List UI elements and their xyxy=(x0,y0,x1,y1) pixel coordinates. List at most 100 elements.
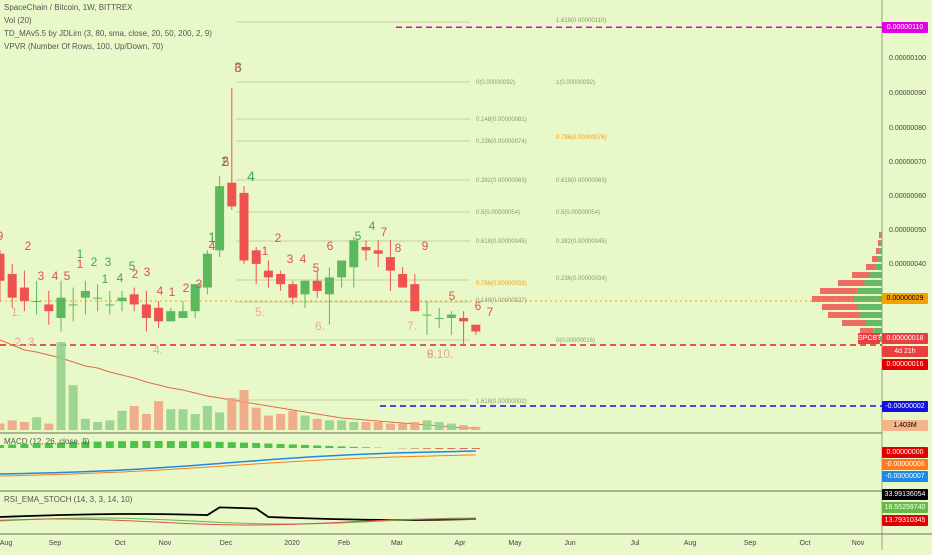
candle-body xyxy=(386,257,395,271)
td-count-down: 3 xyxy=(287,252,294,266)
candle-body xyxy=(447,315,456,318)
macd-histogram-bar xyxy=(435,448,443,449)
vpvr-bar-up xyxy=(878,256,882,262)
td-faded-count: 2. 3. xyxy=(14,335,37,349)
volume-bar xyxy=(8,420,17,430)
candle-body xyxy=(130,294,139,304)
volume-tag: 1.403M xyxy=(882,420,928,431)
volume-bar xyxy=(118,411,127,430)
vpvr-legend[interactable]: VPVR (Number Of Rows, 100, Up/Down, 70) xyxy=(4,42,163,51)
vpvr-bar-down xyxy=(866,264,876,270)
td-count-down: 8 xyxy=(395,241,402,255)
td-count-down: 2 xyxy=(25,239,32,253)
td-count-down: 9 xyxy=(0,229,4,243)
vpvr-bar-down xyxy=(872,256,878,262)
rsi-legend[interactable]: RSI_EMA_STOCH (14, 3, 3, 14, 10) xyxy=(4,495,132,504)
vol-legend[interactable]: Vol (20) xyxy=(4,16,32,25)
candle-body xyxy=(362,247,371,250)
macd-histogram-bar xyxy=(277,444,285,448)
macd-histogram-bar xyxy=(142,441,150,448)
magenta-level-tag: 0.00000110 xyxy=(882,22,928,33)
macd-histogram-bar xyxy=(155,441,163,448)
rsi-tag-2: 16.55259740 xyxy=(882,502,928,513)
vpvr-bar-down xyxy=(879,232,881,238)
symbol-legend[interactable]: SpaceChain / Bitcoin, 1W, BITTREX xyxy=(4,3,133,12)
volume-bar xyxy=(325,420,334,430)
vpvr-bar-down xyxy=(878,240,880,246)
td-count-down: 3 xyxy=(196,277,203,291)
volume-bar xyxy=(130,406,139,430)
vpvr-bar-up xyxy=(876,264,882,270)
countdown-tag: 4d 21h xyxy=(882,346,928,357)
macd-histogram-bar xyxy=(301,445,309,448)
candle-body xyxy=(154,308,163,322)
macd-histogram-bar xyxy=(362,447,370,448)
rsi-tag-3: 13.79310345 xyxy=(882,515,928,526)
macd-histogram-bar xyxy=(325,446,333,448)
time-tick-label: Apr xyxy=(455,540,467,547)
td-count-down: 4 xyxy=(157,284,164,298)
fib-label: 0.786(0.00000033) xyxy=(476,281,527,287)
fib-label: 0.786(0.00000076) xyxy=(556,135,607,141)
volume-bar xyxy=(410,422,419,430)
macd-histogram-bar xyxy=(179,441,187,448)
volume-bar xyxy=(240,390,249,430)
vpvr-bar-down xyxy=(842,320,866,326)
macd-tag-2: -0.00000006 xyxy=(882,459,928,470)
macd-histogram-bar xyxy=(216,442,224,448)
td-count-down: 2 xyxy=(275,231,282,245)
vpvr-bar-up xyxy=(866,320,882,326)
macd-histogram-bar xyxy=(423,448,431,449)
time-tick-label: 2020 xyxy=(284,540,300,547)
candle-body xyxy=(227,183,236,207)
symbol-tag: SPCBTC xyxy=(858,333,880,344)
candle-body xyxy=(8,274,17,298)
macd-histogram-bar xyxy=(313,445,321,448)
fib-label: 0.382(0.00000045) xyxy=(556,239,607,245)
vpvr-bar-up xyxy=(870,272,882,278)
volume-bar xyxy=(252,408,261,430)
macd-histogram-bar xyxy=(130,441,138,448)
volume-bar xyxy=(471,427,480,430)
macd-legend[interactable]: MACD (12, 26, close, 9) xyxy=(4,437,89,446)
td-count-down: 2 xyxy=(183,281,190,295)
vpvr-bar-up xyxy=(858,304,882,310)
candle-body xyxy=(118,298,127,301)
td-faded-count: 5. xyxy=(255,305,265,319)
vpvr-bar-up xyxy=(880,248,882,254)
candle-body xyxy=(423,315,432,316)
rsi-tag-1: 33.99136054 xyxy=(882,489,928,500)
volume-bar xyxy=(142,414,151,430)
volume-bar xyxy=(81,419,90,430)
time-tick-label: Mar xyxy=(391,540,404,547)
time-tick-label: Jul xyxy=(631,540,640,547)
time-tick-label: Nov xyxy=(159,540,172,547)
symbol-price-tag: 0.00000018 xyxy=(882,333,928,344)
candle-body xyxy=(69,304,78,305)
vpvr-bar-up xyxy=(881,232,882,238)
time-tick-label: Feb xyxy=(338,540,350,547)
candle-body xyxy=(105,304,114,305)
macd-histogram-bar xyxy=(167,441,175,448)
time-tick-label: Oct xyxy=(800,540,811,547)
fib-label: 1.618(0.00000002) xyxy=(476,399,527,405)
td-count-down: 1 xyxy=(262,244,269,258)
volume-bar xyxy=(288,411,297,430)
volume-bar xyxy=(264,416,273,430)
volume-bar xyxy=(447,424,456,430)
time-tick-label: May xyxy=(508,540,522,547)
volume-bar xyxy=(374,422,383,430)
volume-bar xyxy=(32,417,41,430)
td-legend[interactable]: TD_MAv5.5 by JDLim (3, 80, sma, close, 2… xyxy=(4,29,212,38)
macd-line xyxy=(0,451,476,474)
volume-bar xyxy=(459,425,468,430)
fib-label: 0.236(0.00000074) xyxy=(476,139,527,145)
volume-bar xyxy=(337,420,346,430)
current-price-tag: 0.00000029 xyxy=(882,293,928,304)
vpvr-bar-up xyxy=(854,296,882,302)
td-faded-count: 9.10. xyxy=(427,347,454,361)
macd-histogram-bar xyxy=(203,442,211,448)
fib-label: 0.148(0.00000081) xyxy=(476,117,527,123)
